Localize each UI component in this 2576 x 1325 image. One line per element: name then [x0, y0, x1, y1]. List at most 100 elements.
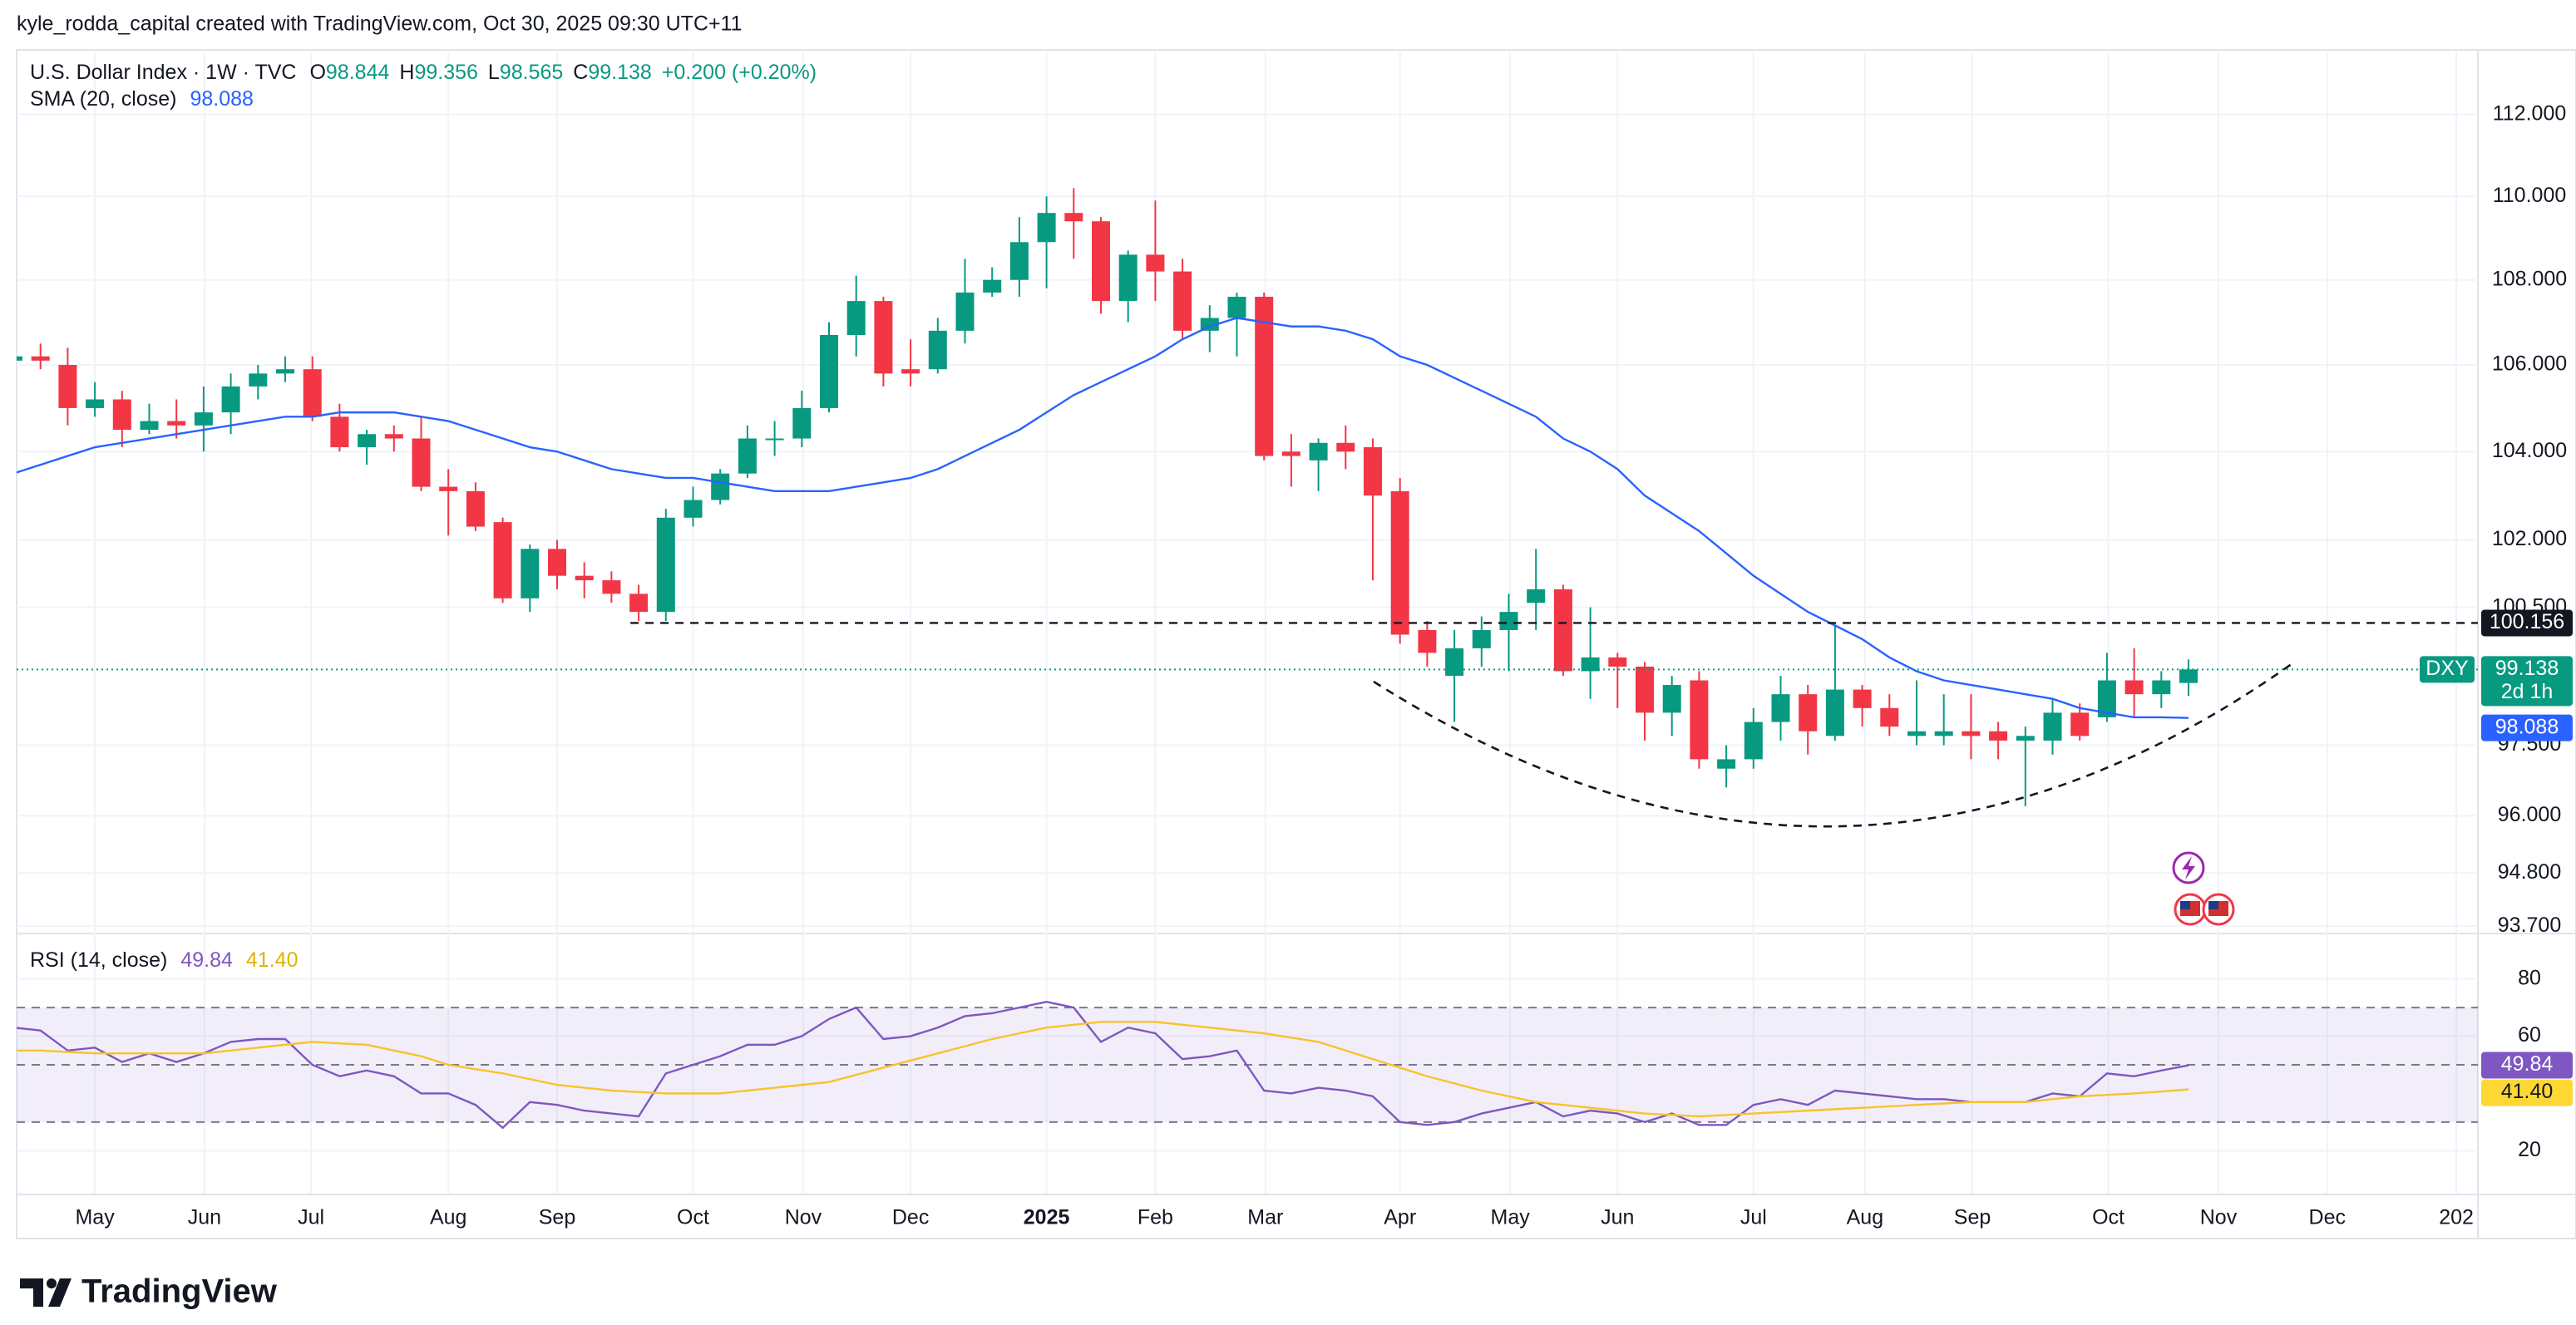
candle-body — [439, 486, 458, 491]
price-pane — [17, 188, 2478, 807]
candle-body — [221, 386, 240, 413]
sma-last-label: 98.088 — [2495, 715, 2559, 738]
candle-body — [1880, 707, 1899, 727]
x-tick-label: Jun — [1601, 1206, 1634, 1229]
candle-body — [1581, 657, 1600, 672]
candle-body — [112, 399, 131, 431]
countdown-label: 2d 1h — [2501, 680, 2554, 703]
candle-body — [1009, 242, 1029, 280]
candle-body — [1336, 442, 1355, 452]
candle-body — [711, 473, 730, 500]
candle-body — [1825, 689, 1844, 736]
x-tick-label: Jul — [298, 1206, 324, 1229]
candle-body — [874, 301, 893, 374]
candle-body — [31, 356, 50, 361]
candle-body — [1281, 451, 1300, 456]
grid — [17, 50, 2478, 1194]
y-tick-label: 94.800 — [2498, 860, 2561, 884]
x-tick-label: Oct — [2092, 1206, 2124, 1229]
x-tick-label: Oct — [677, 1206, 709, 1229]
candle-body — [983, 279, 1002, 293]
logo-slash — [48, 1278, 72, 1307]
candle-body — [384, 434, 403, 439]
candle-body — [1717, 759, 1736, 769]
ohlc-value: 98.844 — [326, 61, 390, 84]
symbol-label: DXY — [2425, 657, 2469, 680]
y-tick-label: 104.000 — [2492, 439, 2567, 462]
candle-body — [276, 369, 294, 374]
y-tick-label: 60 — [2518, 1023, 2541, 1047]
candle-body — [1771, 694, 1790, 722]
x-tick-label: Aug — [430, 1206, 466, 1229]
x-tick-label: 202 — [2439, 1206, 2474, 1229]
rsi-last-label: 49.84 — [2501, 1052, 2554, 1076]
x-tick-label: Jul — [1740, 1206, 1767, 1229]
x-tick-label: Aug — [1847, 1206, 1883, 1229]
candle-body — [1173, 271, 1192, 331]
symbol-box — [2420, 656, 2475, 683]
candle-body — [1527, 589, 1546, 603]
candle-body — [2179, 669, 2198, 683]
candle-body — [1037, 213, 1056, 243]
y-tick-label: 112.000 — [2493, 101, 2567, 125]
candle-body — [521, 549, 540, 598]
rsi-ma-value: 41.40 — [246, 948, 299, 972]
sma-value: 98.088 — [190, 87, 253, 111]
candle-body — [58, 365, 77, 408]
credit: kyle_rodda_capital created with TradingV… — [17, 12, 743, 36]
flag-icons[interactable] — [2174, 893, 2235, 926]
y-tick-label: 108.000 — [2492, 267, 2567, 290]
y-tick-label: 80 — [2518, 966, 2541, 989]
overlay — [1373, 660, 2296, 926]
candle-body — [1364, 447, 1382, 496]
ohlc-key: H — [399, 61, 414, 84]
candle-body — [2152, 680, 2171, 695]
ohlc-key: O — [309, 61, 325, 84]
ohlc-key: L — [488, 61, 500, 84]
legend-main: U.S. Dollar Index · 1W · TVC O98.844 H99.3… — [30, 61, 817, 84]
sma-line — [17, 317, 2189, 719]
candle-body — [1962, 731, 1981, 736]
candle-body — [1662, 685, 1681, 713]
sma-last-label-box — [2481, 714, 2573, 741]
logo-dot — [47, 1278, 57, 1288]
candle-body — [656, 517, 675, 613]
rsi-ma-last-label: 41.40 — [2501, 1080, 2554, 1103]
x-tick-label: Sep — [1954, 1206, 1991, 1229]
ohlc-value: 99.138 — [588, 61, 651, 84]
x-tick-label: Sep — [539, 1206, 575, 1229]
candle-body — [194, 412, 213, 426]
candle-body — [765, 438, 784, 441]
rsi-ma-last-label-box — [2481, 1079, 2573, 1106]
x-tick-label: Nov — [785, 1206, 822, 1229]
candle-body — [1744, 722, 1763, 760]
candle-body — [330, 416, 349, 448]
legend-sma: SMA (20, close) 98.088 — [30, 87, 254, 111]
rsi-value: 49.84 — [180, 948, 233, 972]
change: +0.200 (+0.20%) — [662, 61, 817, 84]
x-tick-label: Apr — [1384, 1206, 1416, 1229]
rsi-pane — [17, 1000, 2478, 1130]
candle-body — [738, 438, 757, 474]
candle-body — [167, 421, 186, 426]
brand-logo: TradingView — [20, 1273, 278, 1310]
x-tick-label: Feb — [1137, 1206, 1173, 1229]
candle-body — [1064, 213, 1083, 222]
x-tick-label: May — [1491, 1206, 1531, 1229]
candle-body — [1799, 694, 1818, 731]
cup-drawing — [1373, 660, 2296, 828]
x-tick-label: 2025 — [1024, 1206, 1070, 1229]
axes: May Jun Jul Aug Sep Oct Nov Dec 2025 Feb Mar Apr May… — [75, 101, 2567, 1229]
candle-body — [140, 421, 159, 431]
candle-body — [1390, 490, 1409, 635]
price-level-label: 100.156 — [2490, 610, 2564, 633]
candle-body — [602, 580, 621, 594]
candle-body — [412, 438, 431, 487]
candle-body — [1853, 689, 1872, 708]
candle-body — [249, 373, 268, 387]
candle-body — [1499, 612, 1518, 630]
candle-body — [1445, 648, 1464, 676]
candle-body — [846, 301, 866, 335]
